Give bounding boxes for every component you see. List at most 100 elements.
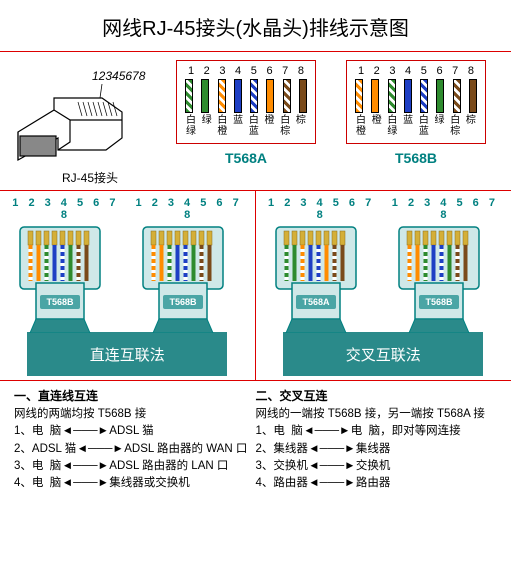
arrow-icon: ◄───► [303, 423, 351, 440]
method-label: 直连互联法 [27, 332, 227, 376]
standard-name-b: T568B [346, 150, 486, 166]
pin-number: 3 [386, 65, 398, 77]
rj45-connector-diagram: 12345678 RJ-45接头 [10, 60, 170, 186]
pin-number: 7 [279, 65, 291, 77]
pin-number: 2 [201, 65, 213, 77]
plug-row: 1 2 3 4 5 6 7 8 T568B 1 2 3 4 5 6 7 8 T5… [10, 197, 245, 338]
svg-text:T568A: T568A [302, 297, 330, 307]
wire-color-bar [404, 79, 412, 113]
wire-color-bar [218, 79, 226, 113]
arrow-icon: ◄───► [76, 441, 124, 458]
wire-color-label: 绿 [433, 115, 447, 137]
svg-text:T568B: T568B [426, 297, 454, 307]
wire-color-label: 橙 [263, 115, 277, 137]
wire-color-bar [234, 79, 242, 113]
pin-number: 8 [465, 65, 477, 77]
wire-color-bar [371, 79, 379, 113]
pin-number: 6 [434, 65, 446, 77]
wire-color-label: 橙 [370, 115, 384, 137]
wire-color-label: 白蓝 [417, 115, 431, 137]
wire-color-bar [299, 79, 307, 113]
standard-name-a: T568A [176, 150, 316, 166]
wire-color-bar [283, 79, 291, 113]
wire-color-bar [420, 79, 428, 113]
plug-pin-numbers: 1 2 3 4 5 6 7 8 [133, 197, 244, 221]
wire-color-label: 蓝 [401, 115, 415, 137]
plug-right: 1 2 3 4 5 6 7 8 T568B [133, 197, 244, 338]
plug-right: 1 2 3 4 5 6 7 8 T568B [389, 197, 501, 338]
pin-number: 1 [185, 65, 197, 77]
arrow-icon: ◄───► [61, 475, 109, 492]
pin-number: 7 [449, 65, 461, 77]
rj45-label: RJ-45接头 [10, 169, 170, 186]
wire-color-bar [266, 79, 274, 113]
wiring-standards: 12345678白绿绿白橙蓝白蓝橙白棕棕 T568A 12345678白橙橙白绿… [176, 60, 486, 186]
arrow-icon: ◄───► [308, 475, 356, 492]
pin-number: 4 [232, 65, 244, 77]
pin-number: 5 [248, 65, 260, 77]
plug-left: 1 2 3 4 5 6 7 8 T568B [10, 197, 121, 338]
pin-number: 5 [418, 65, 430, 77]
wire-color-label: 白绿 [385, 115, 399, 137]
standard-card-t568a: 12345678 白绿绿白橙蓝白蓝橙白棕棕 [176, 60, 316, 144]
desc-line: 1、电 脑◄───►电 脑，即对等网连接 [256, 423, 498, 440]
method-crossover: 1 2 3 4 5 6 7 8 T568A 1 2 3 4 5 6 7 8 T5… [256, 191, 511, 380]
desc-line: 4、电 脑◄───►集线器或交换机 [14, 475, 256, 492]
wire-color-bar [185, 79, 193, 113]
pin-number: 8 [295, 65, 307, 77]
svg-text:T568B: T568B [46, 297, 74, 307]
wire-color-bar [469, 79, 477, 113]
wire-color-bar [250, 79, 258, 113]
desc-right: 二、交叉互连 网线的一端按 T568B 接，另一端按 T568A 接1、电 脑◄… [256, 387, 498, 492]
description-section: 一、直连线互连 网线的两端均按 T568B 接1、电 脑◄───►ADSL 猫2… [0, 381, 511, 498]
wire-color-label: 白橙 [215, 115, 229, 137]
page: 网线RJ-45接头(水晶头)排线示意图 12345678 [0, 0, 511, 580]
page-title: 网线RJ-45接头(水晶头)排线示意图 [0, 0, 511, 47]
desc-line: 3、电 脑◄───►ADSL 路由器的 LAN 口 [14, 458, 256, 475]
desc-line: 4、路由器◄───►路由器 [256, 475, 498, 492]
wire-color-label: 绿 [200, 115, 214, 137]
wire-color-label: 棕 [464, 115, 478, 137]
desc-left: 一、直连线互连 网线的两端均按 T568B 接1、电 脑◄───►ADSL 猫2… [14, 387, 256, 492]
wire-color-bar [436, 79, 444, 113]
plug-row: 1 2 3 4 5 6 7 8 T568A 1 2 3 4 5 6 7 8 T5… [266, 197, 502, 338]
top-section: 12345678 RJ-45接头 12345678白绿绿白橙蓝白蓝橙白棕棕 T5… [0, 52, 511, 190]
method-straight: 1 2 3 4 5 6 7 8 T568B 1 2 3 4 5 6 7 8 T5… [0, 191, 256, 380]
desc-title: 一、直连线互连 [14, 387, 256, 405]
pin-number: 6 [264, 65, 276, 77]
pin-numbers-label: 12345678 [92, 69, 146, 83]
arrow-icon: ◄───► [308, 458, 356, 475]
desc-line: 2、集线器◄───►集线器 [256, 441, 498, 458]
pin-number: 3 [216, 65, 228, 77]
arrow-icon: ◄───► [61, 423, 109, 440]
plug-left: 1 2 3 4 5 6 7 8 T568A [266, 197, 378, 338]
arrow-icon: ◄───► [61, 458, 109, 475]
pin-number: 2 [371, 65, 383, 77]
standard-t568b-wrap: 12345678白橙橙白绿蓝白蓝绿白棕棕 T568B [346, 60, 486, 186]
desc-subtitle: 网线的两端均按 T568B 接 [14, 406, 256, 423]
plug-pin-numbers: 1 2 3 4 5 6 7 8 [389, 197, 501, 221]
desc-title: 二、交叉互连 [256, 387, 498, 405]
desc-line: 1、电 脑◄───►ADSL 猫 [14, 423, 256, 440]
standard-t568a-wrap: 12345678 白绿绿白橙蓝白蓝橙白棕棕 T568A [176, 60, 316, 186]
plug-pin-numbers: 1 2 3 4 5 6 7 8 [10, 197, 121, 221]
wire-color-bar [388, 79, 396, 113]
wire-color-bar [201, 79, 209, 113]
wire-color-bar [355, 79, 363, 113]
wire-color-label: 棕 [294, 115, 308, 137]
arrow-icon: ◄───► [308, 441, 356, 458]
wire-color-label: 白绿 [184, 115, 198, 137]
wire-color-label: 蓝 [231, 115, 245, 137]
pin-number: 1 [355, 65, 367, 77]
desc-subtitle: 网线的一端按 T568B 接，另一端按 T568A 接 [256, 406, 498, 423]
wire-color-label: 白棕 [278, 115, 292, 137]
standard-card-t568b: 12345678白橙橙白绿蓝白蓝绿白棕棕 [346, 60, 486, 144]
methods-section: 1 2 3 4 5 6 7 8 T568B 1 2 3 4 5 6 7 8 T5… [0, 190, 511, 380]
desc-line: 2、ADSL 猫◄───►ADSL 路由器的 WAN 口 [14, 441, 256, 458]
desc-line: 3、交换机◄───►交换机 [256, 458, 498, 475]
wire-color-label: 白棕 [448, 115, 462, 137]
wire-color-label: 白蓝 [247, 115, 261, 137]
plug-pin-numbers: 1 2 3 4 5 6 7 8 [266, 197, 378, 221]
method-label: 交叉互联法 [283, 332, 483, 376]
svg-text:T568B: T568B [170, 297, 198, 307]
